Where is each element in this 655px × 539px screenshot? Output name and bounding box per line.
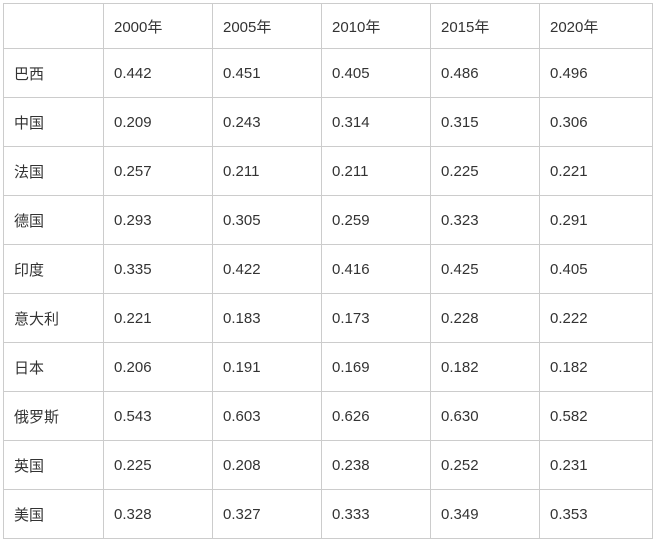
value-cell: 0.208 — [212, 440, 322, 490]
table-body: 巴西 0.442 0.451 0.405 0.486 0.496 中国 0.209 0.243 0… — [3, 48, 653, 539]
value-cell: 0.206 — [103, 342, 213, 392]
year-header: 2020年 — [539, 3, 653, 49]
country-label-cell: 德国 — [3, 195, 104, 245]
country-label-cell: 美国 — [3, 489, 104, 539]
value-cell: 0.305 — [212, 195, 322, 245]
value-cell: 0.353 — [539, 489, 653, 539]
value-cell: 0.225 — [430, 146, 540, 196]
table-row: 俄罗斯 0.543 0.603 0.626 0.630 0.582 — [3, 391, 653, 441]
table-row: 印度 0.335 0.422 0.416 0.425 0.405 — [3, 244, 653, 294]
value-cell: 0.306 — [539, 97, 653, 147]
table-row: 巴西 0.442 0.451 0.405 0.486 0.496 — [3, 48, 653, 98]
value-cell: 0.191 — [212, 342, 322, 392]
value-cell: 0.243 — [212, 97, 322, 147]
value-cell: 0.543 — [103, 391, 213, 441]
table-row: 美国 0.328 0.327 0.333 0.349 0.353 — [3, 489, 653, 539]
value-cell: 0.209 — [103, 97, 213, 147]
country-label-cell: 英国 — [3, 440, 104, 490]
value-cell: 0.603 — [212, 391, 322, 441]
country-label-cell: 巴西 — [3, 48, 104, 98]
country-label-cell: 意大利 — [3, 293, 104, 343]
value-cell: 0.486 — [430, 48, 540, 98]
value-cell: 0.231 — [539, 440, 653, 490]
corner-cell — [3, 3, 104, 49]
table-row: 英国 0.225 0.208 0.238 0.252 0.231 — [3, 440, 653, 490]
value-cell: 0.225 — [103, 440, 213, 490]
value-cell: 0.425 — [430, 244, 540, 294]
country-label-cell: 中国 — [3, 97, 104, 147]
value-cell: 0.405 — [539, 244, 653, 294]
value-cell: 0.257 — [103, 146, 213, 196]
table-row: 中国 0.209 0.243 0.314 0.315 0.306 — [3, 97, 653, 147]
value-cell: 0.405 — [321, 48, 431, 98]
value-cell: 0.228 — [430, 293, 540, 343]
value-cell: 0.169 — [321, 342, 431, 392]
value-cell: 0.416 — [321, 244, 431, 294]
country-year-data-table: 2000年 2005年 2010年 2015年 2020年 巴西 0.442 0.451 0.… — [3, 3, 653, 539]
country-label-cell: 俄罗斯 — [3, 391, 104, 441]
value-cell: 0.442 — [103, 48, 213, 98]
year-header: 2015年 — [430, 3, 540, 49]
table-head: 2000年 2005年 2010年 2015年 2020年 — [3, 3, 653, 49]
value-cell: 0.496 — [539, 48, 653, 98]
value-cell: 0.293 — [103, 195, 213, 245]
value-cell: 0.259 — [321, 195, 431, 245]
value-cell: 0.626 — [321, 391, 431, 441]
value-cell: 0.211 — [321, 146, 431, 196]
value-cell: 0.582 — [539, 391, 653, 441]
value-cell: 0.291 — [539, 195, 653, 245]
value-cell: 0.323 — [430, 195, 540, 245]
value-cell: 0.221 — [103, 293, 213, 343]
table-row: 德国 0.293 0.305 0.259 0.323 0.291 — [3, 195, 653, 245]
header-row: 2000年 2005年 2010年 2015年 2020年 — [3, 3, 653, 49]
country-label-cell: 法国 — [3, 146, 104, 196]
value-cell: 0.422 — [212, 244, 322, 294]
country-label-cell: 印度 — [3, 244, 104, 294]
table-row: 日本 0.206 0.191 0.169 0.182 0.182 — [3, 342, 653, 392]
year-header: 2005年 — [212, 3, 322, 49]
year-header: 2000年 — [103, 3, 213, 49]
value-cell: 0.451 — [212, 48, 322, 98]
value-cell: 0.182 — [430, 342, 540, 392]
value-cell: 0.211 — [212, 146, 322, 196]
value-cell: 0.333 — [321, 489, 431, 539]
value-cell: 0.183 — [212, 293, 322, 343]
value-cell: 0.349 — [430, 489, 540, 539]
value-cell: 0.335 — [103, 244, 213, 294]
value-cell: 0.221 — [539, 146, 653, 196]
value-cell: 0.315 — [430, 97, 540, 147]
value-cell: 0.327 — [212, 489, 322, 539]
value-cell: 0.314 — [321, 97, 431, 147]
value-cell: 0.182 — [539, 342, 653, 392]
country-label-cell: 日本 — [3, 342, 104, 392]
value-cell: 0.238 — [321, 440, 431, 490]
value-cell: 0.252 — [430, 440, 540, 490]
table-row: 意大利 0.221 0.183 0.173 0.228 0.222 — [3, 293, 653, 343]
year-header: 2010年 — [321, 3, 431, 49]
value-cell: 0.173 — [321, 293, 431, 343]
value-cell: 0.630 — [430, 391, 540, 441]
table-row: 法国 0.257 0.211 0.211 0.225 0.221 — [3, 146, 653, 196]
value-cell: 0.222 — [539, 293, 653, 343]
value-cell: 0.328 — [103, 489, 213, 539]
